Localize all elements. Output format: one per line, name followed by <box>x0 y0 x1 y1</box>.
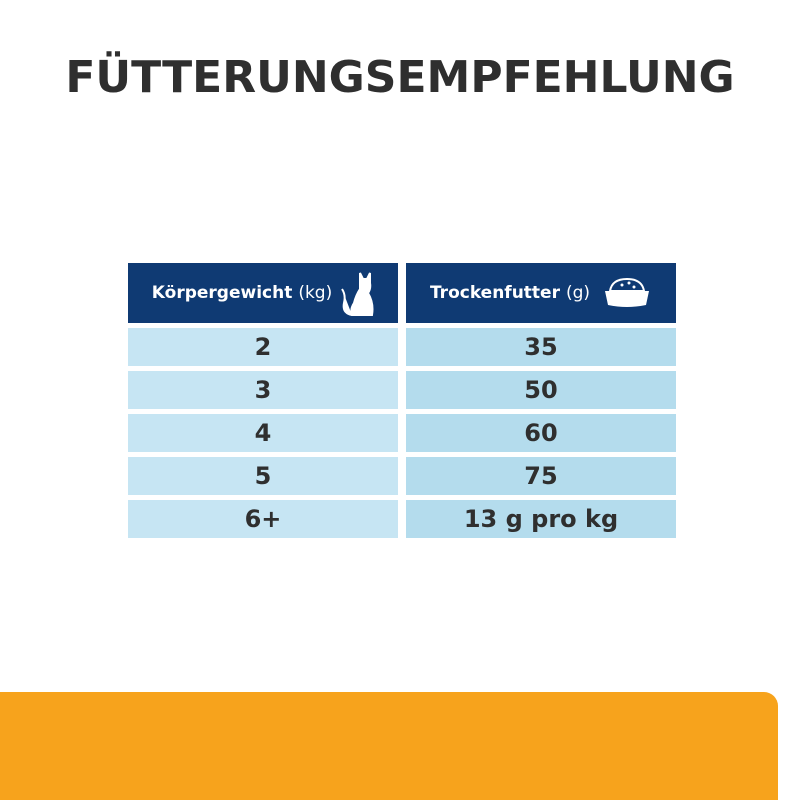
table-cell: 35 <box>406 328 676 366</box>
weight-header: Körpergewicht (kg) <box>128 263 398 323</box>
weight-column: Körpergewicht (kg) 2 3 4 5 6+ <box>128 263 398 538</box>
food-header: Trockenfutter (g) <box>406 263 676 323</box>
table-cell: 6+ <box>128 500 398 538</box>
food-column: Trockenfutter (g) 35 50 60 75 13 g pro k… <box>406 263 676 538</box>
table-cell: 75 <box>406 457 676 495</box>
food-bowl-icon <box>605 277 650 307</box>
cat-icon <box>341 272 374 316</box>
table-cell: 60 <box>406 414 676 452</box>
orange-footer-band <box>0 692 778 800</box>
food-header-label: Trockenfutter <box>429 283 560 303</box>
weight-header-label: Körpergewicht <box>151 283 293 303</box>
table-cell: 3 <box>128 371 398 409</box>
table-cell: 4 <box>128 414 398 452</box>
table-cell: 5 <box>128 457 398 495</box>
table-cell: 50 <box>406 371 676 409</box>
table-cell: 2 <box>128 328 398 366</box>
food-header-unit: (g) <box>565 283 591 303</box>
page-title: FÜTTERUNGSEMPFEHLUNG <box>65 52 735 103</box>
table-cell: 13 g pro kg <box>406 500 676 538</box>
weight-header-unit: (kg) <box>298 283 333 303</box>
